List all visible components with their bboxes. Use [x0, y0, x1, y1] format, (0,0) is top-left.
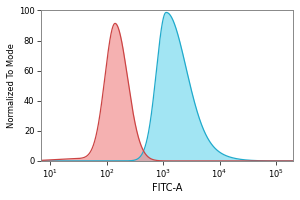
Y-axis label: Normalized To Mode: Normalized To Mode	[7, 43, 16, 128]
X-axis label: FITC-A: FITC-A	[152, 183, 182, 193]
